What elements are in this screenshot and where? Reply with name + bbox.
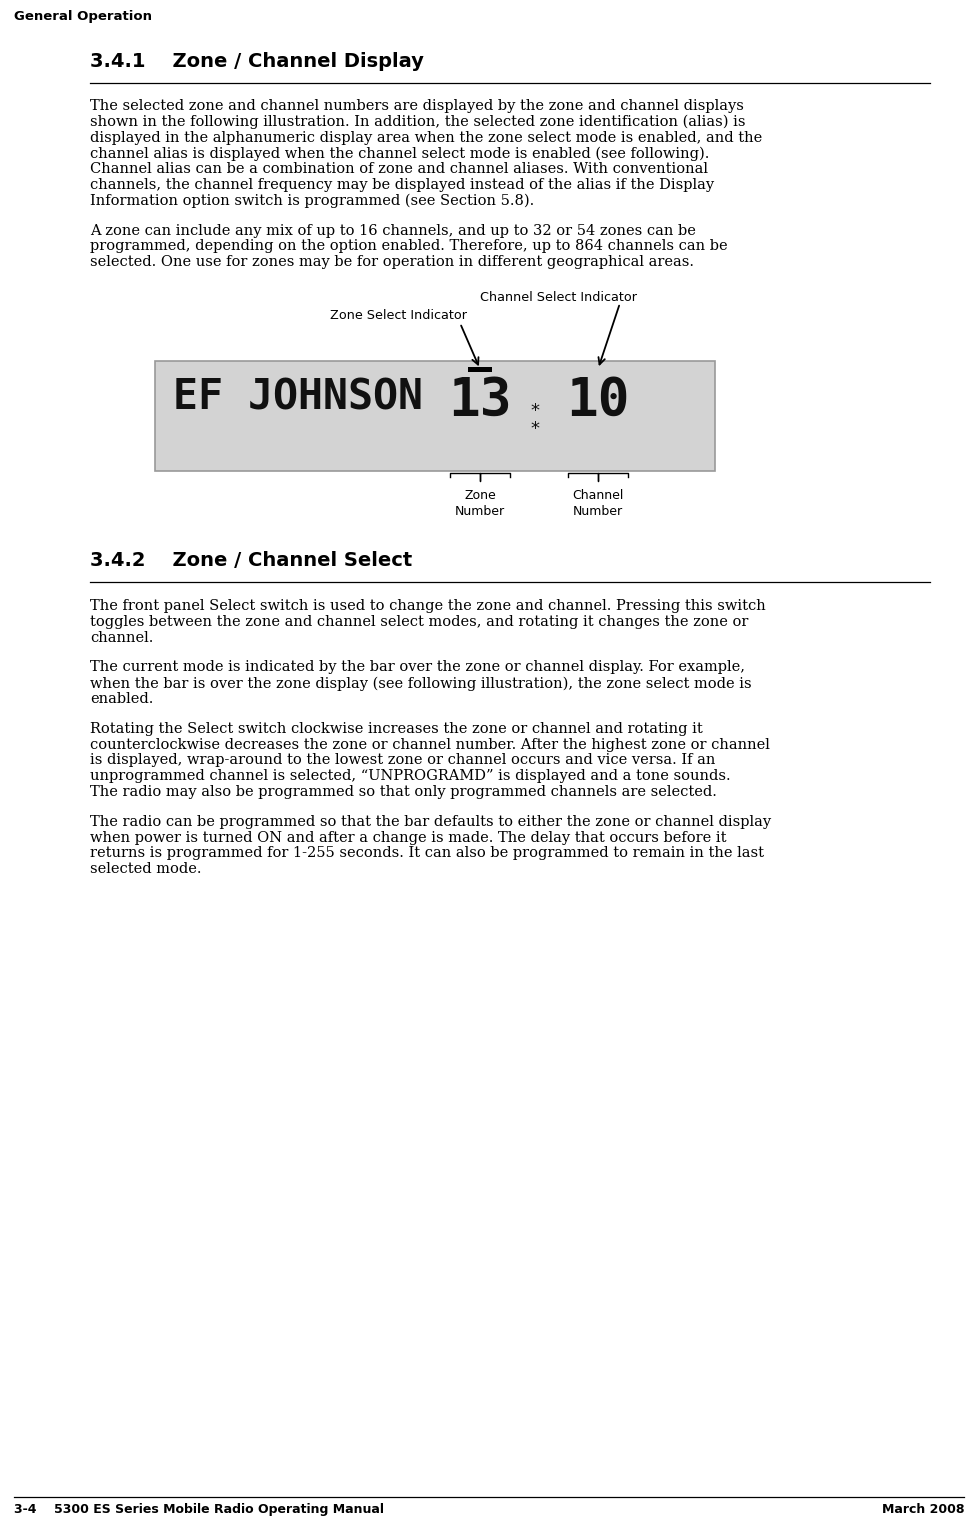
Text: 10: 10	[566, 376, 629, 427]
Text: The radio can be programmed so that the bar defaults to either the zone or chann: The radio can be programmed so that the …	[90, 815, 770, 829]
Text: Rotating the Select switch clockwise increases the zone or channel and rotating : Rotating the Select switch clockwise inc…	[90, 722, 702, 736]
Text: Zone
Number: Zone Number	[454, 488, 504, 519]
Bar	[154, 360, 714, 472]
Text: The selected zone and channel numbers are displayed by the zone and channel disp: The selected zone and channel numbers ar…	[90, 99, 743, 113]
Text: Channel
Number: Channel Number	[572, 488, 623, 519]
Text: is displayed, wrap-around to the lowest zone or channel occurs and vice versa. I: is displayed, wrap-around to the lowest …	[90, 753, 714, 768]
Text: when the bar is over the zone display (see following illustration), the zone sel: when the bar is over the zone display (s…	[90, 677, 751, 691]
Text: returns is programmed for 1-255 seconds. It can also be programmed to remain in : returns is programmed for 1-255 seconds.…	[90, 846, 763, 861]
Text: ⁎: ⁎	[530, 395, 539, 414]
Text: displayed in the alphanumeric display area when the zone select mode is enabled,: displayed in the alphanumeric display ar…	[90, 131, 761, 144]
Text: channel.: channel.	[90, 631, 153, 645]
Text: counterclockwise decreases the zone or channel number. After the highest zone or: counterclockwise decreases the zone or c…	[90, 738, 769, 751]
Text: Zone Select Indicator: Zone Select Indicator	[329, 309, 467, 322]
Text: channels, the channel frequency may be displayed instead of the alias if the Dis: channels, the channel frequency may be d…	[90, 178, 713, 192]
Text: The front panel Select switch is used to change the zone and channel. Pressing t: The front panel Select switch is used to…	[90, 599, 765, 613]
Text: 3.4.2    Zone / Channel Select: 3.4.2 Zone / Channel Select	[90, 551, 412, 570]
Text: The radio may also be programmed so that only programmed channels are selected.: The radio may also be programmed so that…	[90, 785, 716, 799]
Text: EF JOHNSON: EF JOHNSON	[173, 376, 423, 418]
Text: selected. One use for zones may be for operation in different geographical areas: selected. One use for zones may be for o…	[90, 256, 694, 269]
Text: selected mode.: selected mode.	[90, 862, 201, 876]
Text: when power is turned ON and after a change is made. The delay that occurs before: when power is turned ON and after a chan…	[90, 830, 726, 844]
Text: The current mode is indicated by the bar over the zone or channel display. For e: The current mode is indicated by the bar…	[90, 660, 744, 674]
Text: 13: 13	[447, 376, 511, 427]
Text: ⁎: ⁎	[530, 414, 539, 432]
Text: General Operation: General Operation	[14, 11, 151, 23]
Text: programmed, depending on the option enabled. Therefore, up to 864 channels can b: programmed, depending on the option enab…	[90, 239, 727, 254]
Text: Channel Select Indicator: Channel Select Indicator	[480, 291, 636, 304]
Text: unprogrammed channel is selected, “UNPROGRAMD” is displayed and a tone sounds.: unprogrammed channel is selected, “UNPRO…	[90, 770, 730, 783]
Text: channel alias is displayed when the channel select mode is enabled (see followin: channel alias is displayed when the chan…	[90, 146, 708, 161]
Text: shown in the following illustration. In addition, the selected zone identificati: shown in the following illustration. In …	[90, 114, 744, 129]
Text: toggles between the zone and channel select modes, and rotating it changes the z: toggles between the zone and channel sel…	[90, 614, 747, 628]
Text: 3.4.1    Zone / Channel Display: 3.4.1 Zone / Channel Display	[90, 52, 423, 71]
Text: A zone can include any mix of up to 16 channels, and up to 32 or 54 zones can be: A zone can include any mix of up to 16 c…	[90, 224, 696, 237]
Bar	[468, 367, 491, 373]
Text: March 2008: March 2008	[880, 1503, 963, 1516]
Text: Channel alias can be a combination of zone and channel aliases. With conventiona: Channel alias can be a combination of zo…	[90, 163, 707, 176]
Text: enabled.: enabled.	[90, 692, 153, 706]
Text: 3-4    5300 ES Series Mobile Radio Operating Manual: 3-4 5300 ES Series Mobile Radio Operatin…	[14, 1503, 384, 1516]
Text: Information option switch is programmed (see Section 5.8).: Information option switch is programmed …	[90, 193, 533, 208]
